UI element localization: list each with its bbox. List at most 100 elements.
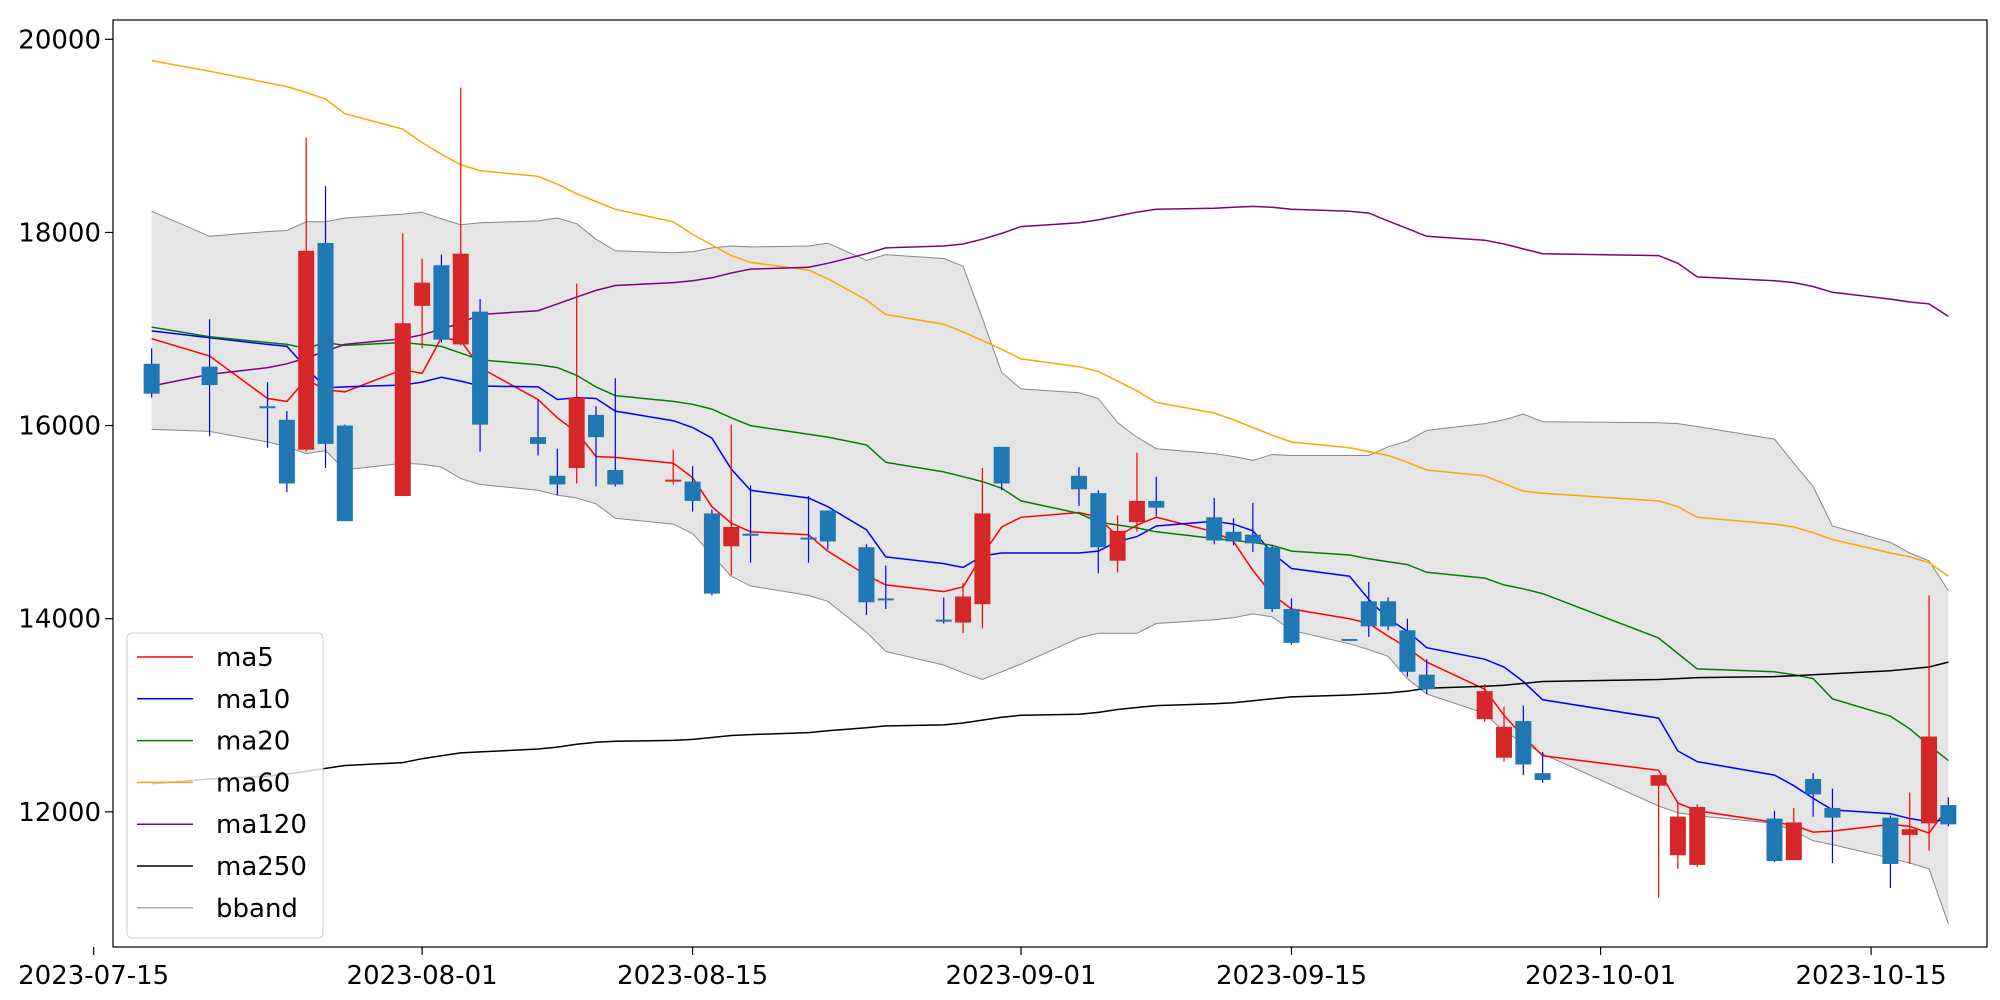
candle-body bbox=[1148, 500, 1165, 508]
candle bbox=[1669, 803, 1686, 869]
candle bbox=[568, 283, 585, 484]
candle bbox=[414, 258, 431, 349]
candle bbox=[1283, 598, 1300, 645]
candle bbox=[259, 382, 276, 448]
candle-body bbox=[472, 311, 489, 425]
candle bbox=[1515, 705, 1532, 776]
candle bbox=[1689, 804, 1706, 867]
candle bbox=[723, 424, 740, 576]
candle bbox=[1534, 751, 1551, 783]
candle bbox=[1766, 810, 1783, 863]
candle-body bbox=[278, 419, 295, 484]
candle bbox=[1805, 773, 1822, 817]
candle-body bbox=[703, 513, 720, 594]
candle-body bbox=[974, 513, 991, 605]
candle-body bbox=[1496, 726, 1513, 758]
candle-body bbox=[414, 282, 431, 306]
candle-body bbox=[1225, 531, 1242, 542]
candle-body bbox=[1360, 601, 1377, 627]
candle-body bbox=[317, 243, 334, 444]
candle bbox=[472, 299, 489, 452]
candle-body bbox=[1476, 691, 1493, 720]
candle bbox=[955, 582, 972, 634]
legend-label-ma10: ma10 bbox=[216, 685, 290, 715]
x-tick-label: 2023-10-15 bbox=[1796, 961, 1947, 991]
candle-body bbox=[684, 481, 701, 501]
candle bbox=[1399, 618, 1416, 677]
candle bbox=[394, 233, 411, 497]
candle-body bbox=[955, 596, 972, 623]
candle bbox=[665, 449, 682, 485]
candle-body bbox=[607, 469, 624, 485]
candle-body bbox=[1689, 806, 1706, 865]
candle-body bbox=[1244, 534, 1261, 544]
candle-body bbox=[1785, 822, 1802, 861]
legend-label-ma60: ma60 bbox=[216, 768, 290, 798]
x-axis: 2023-07-15 2023-08-01 2023-08-15 2023-09-01… bbox=[18, 947, 1947, 991]
candle bbox=[1244, 502, 1261, 553]
candle bbox=[935, 597, 952, 624]
candle bbox=[201, 319, 218, 437]
candle bbox=[587, 406, 604, 487]
candle bbox=[974, 468, 991, 629]
candle-body bbox=[1824, 807, 1841, 818]
legend-box bbox=[126, 632, 324, 939]
candle-body bbox=[433, 265, 450, 340]
candle bbox=[530, 399, 547, 456]
x-tick-label: 2023-08-01 bbox=[347, 961, 498, 991]
candle-body bbox=[1515, 721, 1532, 765]
candle bbox=[1496, 706, 1513, 762]
candle-body bbox=[587, 414, 604, 438]
x-tick-label: 2023-09-15 bbox=[1216, 961, 1367, 991]
candle bbox=[317, 186, 334, 469]
plot-frame bbox=[112, 19, 1988, 948]
candle bbox=[1128, 452, 1145, 532]
candle-body bbox=[1940, 805, 1957, 825]
candle-body bbox=[877, 598, 894, 601]
candle-body bbox=[1128, 500, 1145, 523]
candle-body bbox=[1341, 638, 1358, 641]
candle bbox=[858, 544, 875, 615]
moving-average-lines bbox=[151, 59, 1950, 834]
y-tick-label: 20000 bbox=[18, 25, 101, 55]
candle bbox=[452, 87, 469, 346]
candle bbox=[1418, 659, 1435, 695]
candle bbox=[1225, 518, 1242, 546]
candle-body bbox=[1399, 630, 1416, 672]
candle-body bbox=[259, 406, 276, 409]
candle bbox=[742, 485, 759, 563]
candle-body bbox=[1109, 530, 1126, 561]
candle bbox=[1206, 497, 1223, 545]
candle-body bbox=[143, 363, 160, 394]
candle-body bbox=[1669, 816, 1686, 856]
candle bbox=[1824, 788, 1841, 863]
y-axis: 12000 14000 16000 18000 20000 bbox=[18, 25, 113, 828]
candle-body bbox=[1882, 817, 1899, 864]
candle-body bbox=[742, 533, 759, 536]
candle-body bbox=[336, 425, 353, 522]
legend-label-bband: bband bbox=[216, 894, 298, 924]
x-tick-label: 2023-07-15 bbox=[18, 961, 169, 991]
y-tick-label: 16000 bbox=[18, 412, 101, 442]
candle-body bbox=[1766, 818, 1783, 862]
legend-label-ma20: ma20 bbox=[216, 727, 290, 757]
series-line-ma10 bbox=[151, 330, 1949, 823]
candle-body bbox=[1921, 736, 1938, 824]
candle-body bbox=[201, 366, 218, 386]
candle bbox=[703, 509, 720, 596]
candle bbox=[1940, 797, 1957, 827]
candle bbox=[607, 378, 624, 487]
candle bbox=[819, 510, 836, 550]
candle-body bbox=[394, 323, 411, 497]
candle-body bbox=[993, 446, 1010, 484]
candle bbox=[143, 348, 160, 398]
candle bbox=[1476, 684, 1493, 723]
candle-body bbox=[530, 437, 547, 444]
candle-body bbox=[1070, 475, 1087, 490]
candle-body bbox=[665, 479, 682, 482]
candle-body bbox=[1090, 493, 1107, 548]
candle-body bbox=[723, 526, 740, 547]
candle-body bbox=[935, 619, 952, 622]
candle bbox=[800, 496, 817, 563]
